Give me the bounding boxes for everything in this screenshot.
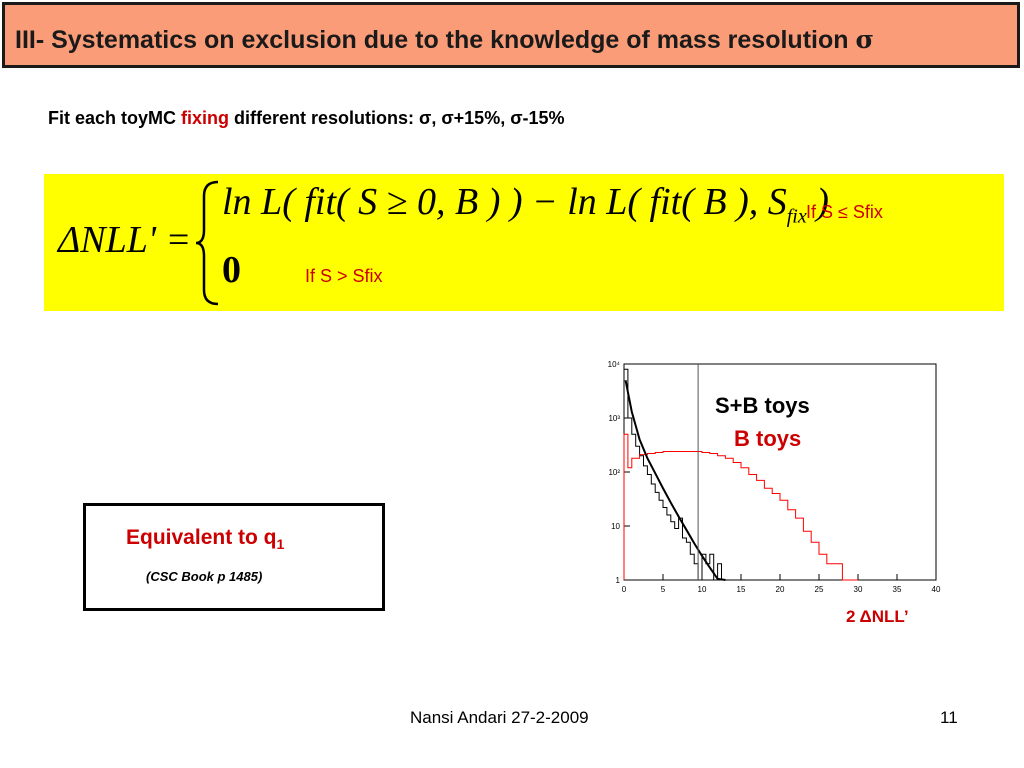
histogram-chart: 0 5 10 15 20 25 30 35 40 1 10 10² 10³ 10⁴ xyxy=(608,360,941,594)
footer-author-date: Nansi Andari 27-2-2009 xyxy=(410,708,589,727)
title-bar: III- Systematics on exclusion due to the… xyxy=(2,2,1020,68)
legend-sb-toys: S+B toys xyxy=(715,393,810,418)
page-number: 11 xyxy=(940,708,958,727)
fit-curve xyxy=(624,380,726,581)
equivalence-box: Equivalent to q1 (CSC Book p 1485) xyxy=(83,503,385,611)
y-tick-label: 1 xyxy=(616,576,621,585)
x-tick-label: 40 xyxy=(932,585,941,594)
sigma-symbol: σ xyxy=(855,25,874,54)
formula-lhs: ΔNLL' = xyxy=(58,219,192,261)
histogram-series-1 xyxy=(623,433,858,581)
histogram-series-0 xyxy=(623,368,741,581)
x-axis-label: 2 ΔNLL’ xyxy=(846,607,909,626)
x-tick-label: 35 xyxy=(893,585,902,594)
equivalence-text: Equivalent to q1 xyxy=(126,526,285,553)
condition-1: If S ≤ Sfix xyxy=(806,202,883,222)
formula-case-1: ln L( fit( S ≥ 0, B ) ) − ln L( fit( B )… xyxy=(222,181,829,228)
subtitle-highlight: fixing xyxy=(181,108,230,128)
subtitle: Fit each toyMC fixing different resoluti… xyxy=(48,108,565,128)
condition-2: If S > Sfix xyxy=(305,266,383,286)
y-tick-label: 10³ xyxy=(608,414,620,423)
x-tick-label: 5 xyxy=(661,585,666,594)
y-tick-label: 10² xyxy=(608,468,620,477)
y-tick-label: 10⁴ xyxy=(608,360,621,369)
plot-frame xyxy=(623,363,937,581)
x-tick-label: 15 xyxy=(737,585,746,594)
x-tick-label: 20 xyxy=(776,585,785,594)
curly-brace-icon xyxy=(195,180,219,306)
x-tick-label: 30 xyxy=(854,585,863,594)
legend-b-toys: B toys xyxy=(734,426,802,451)
x-tick-label: 25 xyxy=(815,585,824,594)
x-tick-label: 10 xyxy=(698,585,707,594)
x-tick-label: 0 xyxy=(622,585,627,594)
reference-text: (CSC Book p 1485) xyxy=(146,569,263,584)
y-tick-label: 10 xyxy=(611,522,620,531)
formula-box: ΔNLL' = ln L( fit( S ≥ 0, B ) ) − ln L( … xyxy=(44,174,1004,311)
formula-case-2: 0 xyxy=(222,249,241,291)
slide-title: III- Systematics on exclusion due to the… xyxy=(15,25,874,54)
